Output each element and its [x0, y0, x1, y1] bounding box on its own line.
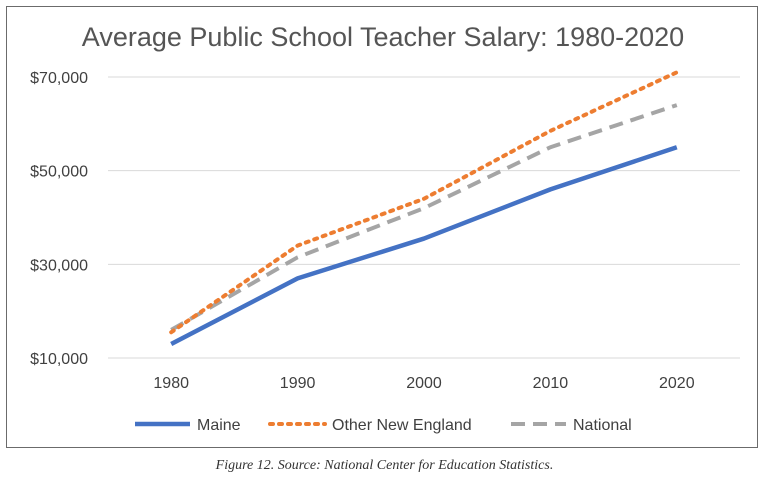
legend-label: Other New England	[332, 417, 472, 434]
x-tick-label: 1990	[280, 375, 316, 392]
y-tick-label: $10,000	[30, 351, 88, 368]
chart-title: Average Public School Teacher Salary: 19…	[82, 22, 684, 52]
legend: Maine Other New England National	[135, 417, 632, 434]
series-line-other-new-england	[169, 70, 679, 335]
gridlines	[108, 76, 740, 359]
legend-label: National	[573, 417, 632, 434]
x-tick-label: 2000	[406, 375, 442, 392]
x-axis-ticks: 1980 1990 2000 2010 2020	[153, 375, 694, 392]
legend-label: Maine	[197, 417, 241, 434]
y-tick-label: $30,000	[30, 257, 88, 274]
x-tick-label: 2020	[659, 375, 695, 392]
y-axis-ticks: $10,000 $30,000 $50,000 $70,000	[30, 70, 88, 368]
series-line-national	[170, 103, 678, 332]
legend-item: Maine	[135, 417, 241, 434]
y-tick-label: $70,000	[30, 70, 88, 87]
series-line-maine	[170, 145, 678, 346]
legend-item: Other New England	[268, 417, 472, 434]
x-tick-label: 1980	[153, 375, 189, 392]
x-tick-label: 2010	[533, 375, 569, 392]
chart-frame	[6, 6, 758, 448]
series-lines	[169, 70, 679, 346]
y-tick-label: $50,000	[30, 164, 88, 181]
legend-item: National	[511, 417, 632, 434]
figure-caption: Figure 12. Source: National Center for E…	[215, 458, 554, 473]
